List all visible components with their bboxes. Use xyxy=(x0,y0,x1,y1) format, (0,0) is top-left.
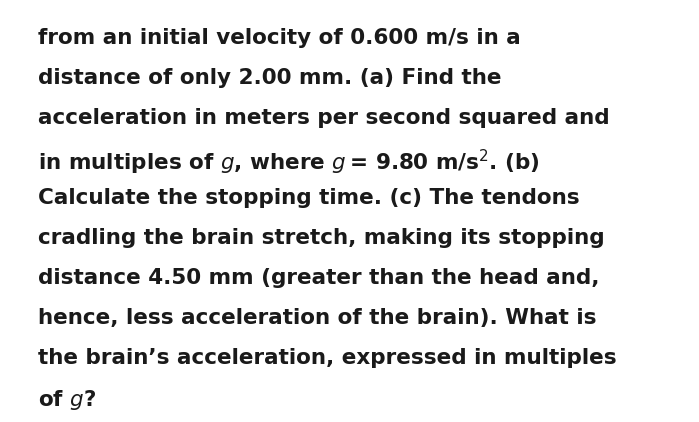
Text: hence, less acceleration of the brain). What is: hence, less acceleration of the brain). … xyxy=(38,308,596,328)
Text: of $g$?: of $g$? xyxy=(38,388,96,412)
Text: from an initial velocity of 0.600 m/s in a: from an initial velocity of 0.600 m/s in… xyxy=(38,28,521,48)
Text: in multiples of $g$, where $g$ = 9.80 m/s$^2$. (b): in multiples of $g$, where $g$ = 9.80 m/… xyxy=(38,148,540,177)
Text: distance of only 2.00 mm. (a) Find the: distance of only 2.00 mm. (a) Find the xyxy=(38,68,501,88)
Text: acceleration in meters per second squared and: acceleration in meters per second square… xyxy=(38,108,610,128)
Text: Calculate the stopping time. (c) The tendons: Calculate the stopping time. (c) The ten… xyxy=(38,188,579,208)
Text: distance 4.50 mm (greater than the head and,: distance 4.50 mm (greater than the head … xyxy=(38,268,600,288)
Text: cradling the brain stretch, making its stopping: cradling the brain stretch, making its s… xyxy=(38,228,605,248)
Text: the brain’s acceleration, expressed in multiples: the brain’s acceleration, expressed in m… xyxy=(38,348,617,368)
